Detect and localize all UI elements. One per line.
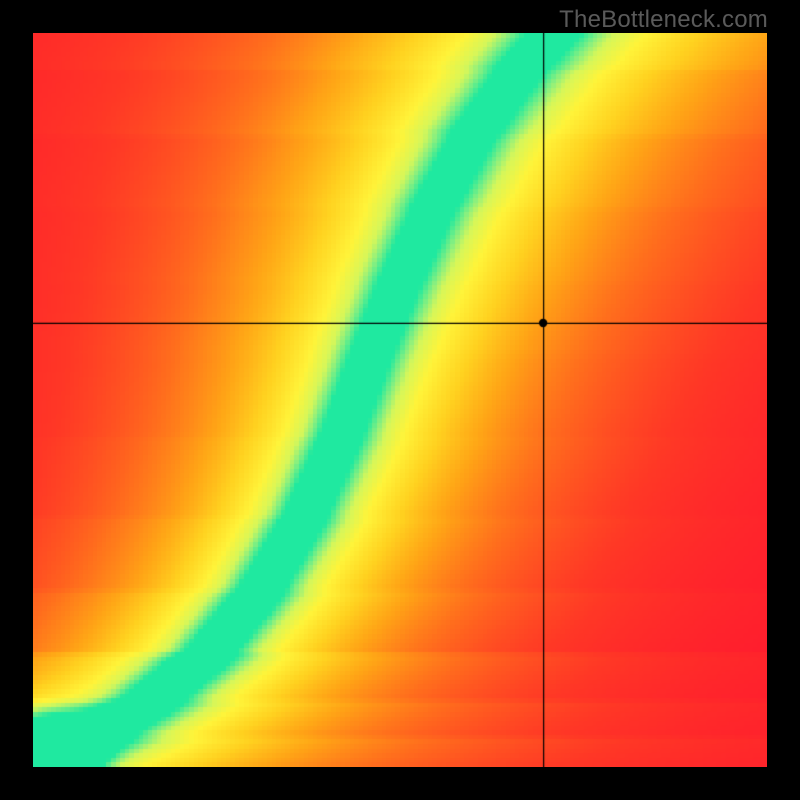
chart-container: TheBottleneck.com: [0, 0, 800, 800]
watermark-text: TheBottleneck.com: [559, 6, 768, 34]
bottleneck-heatmap: [33, 33, 767, 767]
